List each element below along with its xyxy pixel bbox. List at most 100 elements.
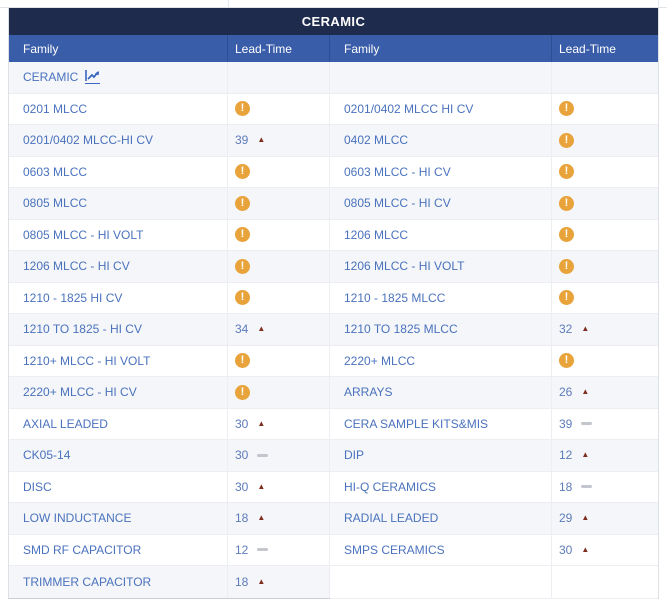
family-link[interactable]: 1210 - 1825 HI CV bbox=[23, 291, 122, 305]
family-link[interactable]: TRIMMER CAPACITOR bbox=[23, 575, 151, 589]
table-body: CERAMIC 0201 MLCC! 0201/0402 MLCC HI CV! 02… bbox=[9, 62, 658, 599]
leadtime-cell: 12 ▲ bbox=[552, 440, 658, 471]
family-label: DIP bbox=[344, 448, 365, 463]
family-cell: 1210 TO 1825 - HI CV bbox=[9, 314, 228, 345]
family-link[interactable]: HI-Q CERAMICS bbox=[344, 480, 436, 494]
lead-time-value: 30 bbox=[235, 416, 249, 431]
lead-time-value: 30 bbox=[235, 448, 249, 463]
family-cell: DIP bbox=[330, 440, 552, 471]
family-link[interactable]: 1210 - 1825 MLCC bbox=[344, 291, 445, 305]
family-link[interactable]: 0201/0402 MLCC HI CV bbox=[344, 102, 473, 116]
family-label: 2220+ MLCC - HI CV bbox=[23, 385, 137, 400]
family-cell: 0805 MLCC bbox=[9, 188, 228, 219]
family-link[interactable]: 1206 MLCC - HI CV bbox=[23, 259, 130, 273]
family-link[interactable]: 0201 MLCC bbox=[23, 102, 87, 116]
alert-icon: ! bbox=[235, 290, 250, 306]
alert-icon: ! bbox=[559, 290, 574, 306]
family-link[interactable]: 2220+ MLCC - HI CV bbox=[23, 385, 137, 399]
family-label: 1210 - 1825 MLCC bbox=[344, 290, 446, 305]
family-link[interactable]: 0402 MLCC bbox=[344, 133, 408, 147]
family-label: 1210 - 1825 HI CV bbox=[23, 290, 123, 305]
lead-time-value: 39 bbox=[559, 416, 573, 431]
lead-time-value: 34 bbox=[235, 322, 249, 337]
trend-up-icon: ▲ bbox=[257, 576, 266, 586]
leadtime-cell: 30 ▲ bbox=[228, 471, 330, 502]
lead-time-value: 30 bbox=[235, 479, 249, 494]
family-link[interactable]: 0603 MLCC - HI CV bbox=[344, 165, 451, 179]
family-cell: RADIAL LEADED bbox=[330, 503, 552, 534]
family-link[interactable]: SMD RF CAPACITOR bbox=[23, 543, 141, 557]
family-link[interactable]: CERA SAMPLE KITS&MIS bbox=[344, 417, 488, 431]
table-row: 0805 MLCC! 0805 MLCC - HI CV! bbox=[9, 188, 658, 220]
family-link[interactable]: DIP bbox=[344, 448, 364, 462]
lead-time-value: 18 bbox=[235, 574, 249, 589]
family-link[interactable]: 0805 MLCC bbox=[23, 196, 87, 210]
alert-icon: ! bbox=[235, 101, 250, 117]
trend-flat-icon bbox=[257, 453, 269, 457]
trend-up-icon: ▲ bbox=[581, 387, 590, 397]
lead-time-value: 26 bbox=[559, 385, 573, 400]
alert-icon: ! bbox=[559, 132, 574, 148]
alert-icon: ! bbox=[559, 353, 574, 369]
leadtime-cell: ! bbox=[552, 188, 658, 219]
leadtime-cell: ! bbox=[228, 156, 330, 187]
leadtime-cell: ! bbox=[228, 345, 330, 376]
leadtime-cell: ! bbox=[552, 346, 658, 377]
header-leadtime-left: Lead-Time bbox=[228, 35, 330, 62]
family-link[interactable]: 1210 TO 1825 MLCC bbox=[344, 322, 458, 336]
leadtime-cell: ! bbox=[552, 251, 658, 282]
family-link[interactable]: CERAMIC bbox=[23, 70, 101, 85]
alert-icon: ! bbox=[235, 353, 250, 369]
leadtime-cell: 12 bbox=[228, 534, 330, 565]
family-link[interactable]: DISC bbox=[23, 480, 52, 494]
family-link[interactable]: CK05-14 bbox=[23, 448, 70, 462]
family-label: 0805 MLCC - HI CV bbox=[344, 196, 451, 211]
family-link[interactable]: 0805 MLCC - HI CV bbox=[344, 196, 451, 210]
family-label: 0201 MLCC bbox=[23, 101, 88, 116]
family-label: 1210 TO 1825 - HI CV bbox=[23, 322, 142, 337]
family-link[interactable]: 1210 TO 1825 - HI CV bbox=[23, 322, 142, 336]
family-link[interactable]: ARRAYS bbox=[344, 385, 392, 399]
family-link[interactable]: SMPS CERAMICS bbox=[344, 543, 445, 557]
family-link[interactable]: 1206 MLCC bbox=[344, 228, 408, 242]
family-link[interactable]: 1206 MLCC - HI VOLT bbox=[344, 259, 464, 273]
trend-up-icon: ▲ bbox=[257, 513, 266, 523]
family-cell: 0805 MLCC - HI CV bbox=[330, 188, 552, 219]
family-label: RADIAL LEADED bbox=[344, 511, 439, 526]
family-cell: 1206 MLCC bbox=[330, 219, 552, 250]
alert-icon: ! bbox=[235, 384, 250, 400]
family-label: 0201/0402 MLCC-HI CV bbox=[23, 133, 154, 148]
family-label: 0805 MLCC - HI VOLT bbox=[23, 227, 144, 242]
leadtime-cell: 30 ▲ bbox=[552, 535, 658, 566]
family-cell: ARRAYS bbox=[330, 377, 552, 408]
leadtime-cell: ! bbox=[228, 377, 330, 408]
leadtime-cell: ! bbox=[552, 220, 658, 251]
family-cell bbox=[330, 62, 552, 93]
family-cell: 2220+ MLCC - HI CV bbox=[9, 377, 228, 408]
family-link[interactable]: 0805 MLCC - HI VOLT bbox=[23, 228, 143, 242]
trend-up-icon: ▲ bbox=[257, 324, 266, 334]
lead-time-value: 39 bbox=[235, 133, 249, 148]
lead-time-value: 12 bbox=[559, 448, 573, 463]
lead-time-value: 29 bbox=[559, 511, 573, 526]
lead-time-value: 18 bbox=[235, 511, 249, 526]
trend-up-icon: ▲ bbox=[257, 135, 266, 145]
chart-line-icon[interactable] bbox=[85, 70, 101, 85]
family-link[interactable]: 0201/0402 MLCC-HI CV bbox=[23, 133, 153, 147]
family-link[interactable]: 2220+ MLCC bbox=[344, 354, 415, 368]
family-link[interactable]: LOW INDUCTANCE bbox=[23, 511, 131, 525]
alert-icon: ! bbox=[559, 164, 574, 180]
family-label: AXIAL LEADED bbox=[23, 416, 108, 431]
family-link[interactable]: RADIAL LEADED bbox=[344, 511, 438, 525]
family-link[interactable]: 1210+ MLCC - HI VOLT bbox=[23, 354, 151, 368]
leadtime-cell: ! bbox=[552, 283, 658, 314]
family-cell: 0603 MLCC bbox=[9, 156, 228, 187]
family-label: ARRAYS bbox=[344, 385, 393, 400]
alert-icon: ! bbox=[559, 258, 574, 274]
alert-icon: ! bbox=[559, 227, 574, 243]
family-cell: HI-Q CERAMICS bbox=[330, 471, 552, 502]
family-link[interactable]: AXIAL LEADED bbox=[23, 417, 108, 431]
family-link[interactable]: 0603 MLCC bbox=[23, 165, 87, 179]
table-row: 1210+ MLCC - HI VOLT! 2220+ MLCC! bbox=[9, 345, 658, 377]
trend-up-icon: ▲ bbox=[581, 544, 590, 554]
